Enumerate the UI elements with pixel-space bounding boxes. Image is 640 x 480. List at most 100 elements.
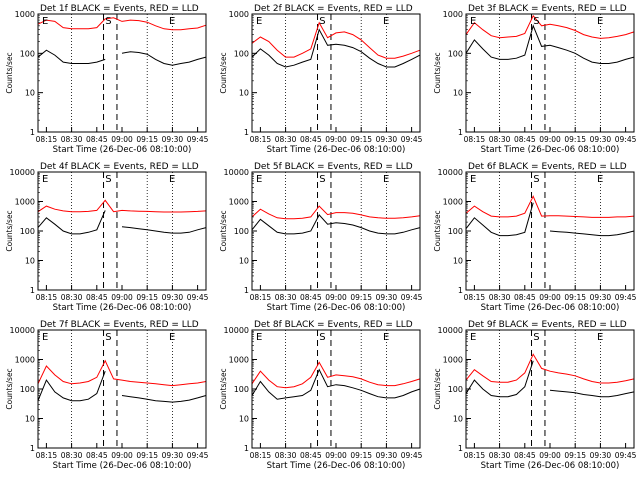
y-tick-label: 10000 [224,326,249,335]
marker-post: E [169,174,175,185]
x-tick-label: 08:15 [464,293,486,302]
x-tick-label: 08:45 [300,451,322,460]
marker-saa: S [105,16,111,27]
y-tick-label: 10 [25,257,35,266]
events-series-line [121,395,207,403]
events-series-line [121,51,207,66]
marker-pre: E [470,16,476,27]
x-axis-label: Start Time (26-Dec-06 08:10:00) [267,145,406,155]
events-series-line [465,360,534,398]
x-axis-label: Start Time (26-Dec-06 08:10:00) [53,145,192,155]
x-tick-label: 08:45 [514,451,536,460]
x-tick-label: 09:45 [187,293,209,302]
x-tick-label: 08:45 [514,135,536,144]
y-tick-label: 100 [448,49,463,58]
events-series-line [465,24,635,64]
lld-series-line [37,199,207,213]
x-tick-label: 08:15 [464,451,486,460]
x-tick-label: 09:45 [401,451,423,460]
y-tick-label: 100 [448,385,463,394]
marker-post: E [169,332,175,343]
y-tick-label: 1000 [443,356,463,365]
panel-title: Det 3f BLACK = Events, RED = LLD [468,4,627,14]
x-tick-label: 08:15 [250,293,272,302]
x-tick-label: 09:30 [162,293,184,302]
y-axis-label: Counts/sec [433,210,442,251]
y-tick-label: 1 [458,128,463,137]
x-axis-label: Start Time (26-Dec-06 08:10:00) [53,303,192,313]
y-tick-label: 100 [234,385,249,394]
y-axis-label: Counts/sec [5,368,14,409]
y-tick-label: 1000 [15,10,35,19]
x-tick-label: 09:30 [376,451,398,460]
panel-title: Det 6f BLACK = Events, RED = LLD [468,162,627,172]
x-tick-label: 09:45 [187,451,209,460]
marker-pre: E [42,332,48,343]
lld-series-line [37,17,207,31]
lld-series-line [465,195,635,218]
lld-series-line [465,14,635,39]
x-tick-label: 08:15 [464,135,486,144]
events-series-line [465,202,534,237]
y-tick-label: 1 [458,286,463,295]
marker-pre: E [256,332,262,343]
marker-post: E [383,16,389,27]
y-tick-label: 10 [453,415,463,424]
lld-series-line [465,353,635,384]
lld-series-line [251,205,421,220]
x-tick-label: 09:15 [136,451,158,460]
y-tick-label: 100 [234,49,249,58]
marker-saa: S [319,16,325,27]
marker-pre: E [470,174,476,185]
x-tick-label: 09:30 [590,293,612,302]
x-tick-label: 08:45 [86,451,108,460]
x-tick-label: 08:45 [300,293,322,302]
marker-post: E [169,16,175,27]
detector-panel-9: Det 9f BLACK = Events, RED = LLD E S E 1 10 10… [433,320,637,471]
panel-title: Det 2f BLACK = Events, RED = LLD [254,4,413,14]
x-tick-label: 09:00 [539,451,561,460]
y-tick-label: 1 [30,128,35,137]
x-axis-label: Start Time (26-Dec-06 08:10:00) [481,461,620,471]
x-tick-label: 09:00 [325,451,347,460]
marker-pre: E [42,174,48,185]
marker-saa: S [105,332,111,343]
x-axis-label: Start Time (26-Dec-06 08:10:00) [53,461,192,471]
events-series-line [37,210,106,235]
y-axis-label: Counts/sec [219,52,228,93]
events-series-line [549,389,635,398]
y-tick-label: 100 [448,227,463,236]
events-series-line [37,49,106,64]
y-tick-label: 10000 [10,326,35,335]
marker-post: E [597,332,603,343]
x-tick-label: 09:00 [325,135,347,144]
y-tick-label: 1000 [15,356,35,365]
x-tick-label: 09:00 [539,293,561,302]
x-tick-label: 08:30 [489,135,511,144]
y-tick-label: 1000 [229,198,249,207]
x-tick-label: 09:00 [111,293,133,302]
lld-series-line [251,361,421,389]
x-tick-label: 09:45 [187,135,209,144]
marker-pre: E [256,16,262,27]
y-tick-label: 1 [458,444,463,453]
panel-title: Det 7f BLACK = Events, RED = LLD [40,320,199,330]
y-tick-label: 10 [453,257,463,266]
x-tick-label: 08:30 [489,451,511,460]
detector-panel-7: Det 7f BLACK = Events, RED = LLD E S E 1 10 10… [5,320,209,471]
marker-saa: S [319,174,325,185]
x-tick-label: 09:15 [136,135,158,144]
plot-frame [465,13,635,133]
marker-saa: S [533,16,539,27]
panel-title: Det 5f BLACK = Events, RED = LLD [254,162,413,172]
x-tick-label: 09:15 [564,293,586,302]
marker-saa: S [533,332,539,343]
x-tick-label: 09:15 [350,135,372,144]
detector-panel-8: Det 8f BLACK = Events, RED = LLD E S E 1 10 10… [219,320,423,471]
x-axis-label: Start Time (26-Dec-06 08:10:00) [267,461,406,471]
x-tick-label: 09:30 [376,135,398,144]
x-tick-label: 08:15 [36,451,58,460]
y-tick-label: 1000 [229,356,249,365]
y-tick-label: 1 [244,286,249,295]
